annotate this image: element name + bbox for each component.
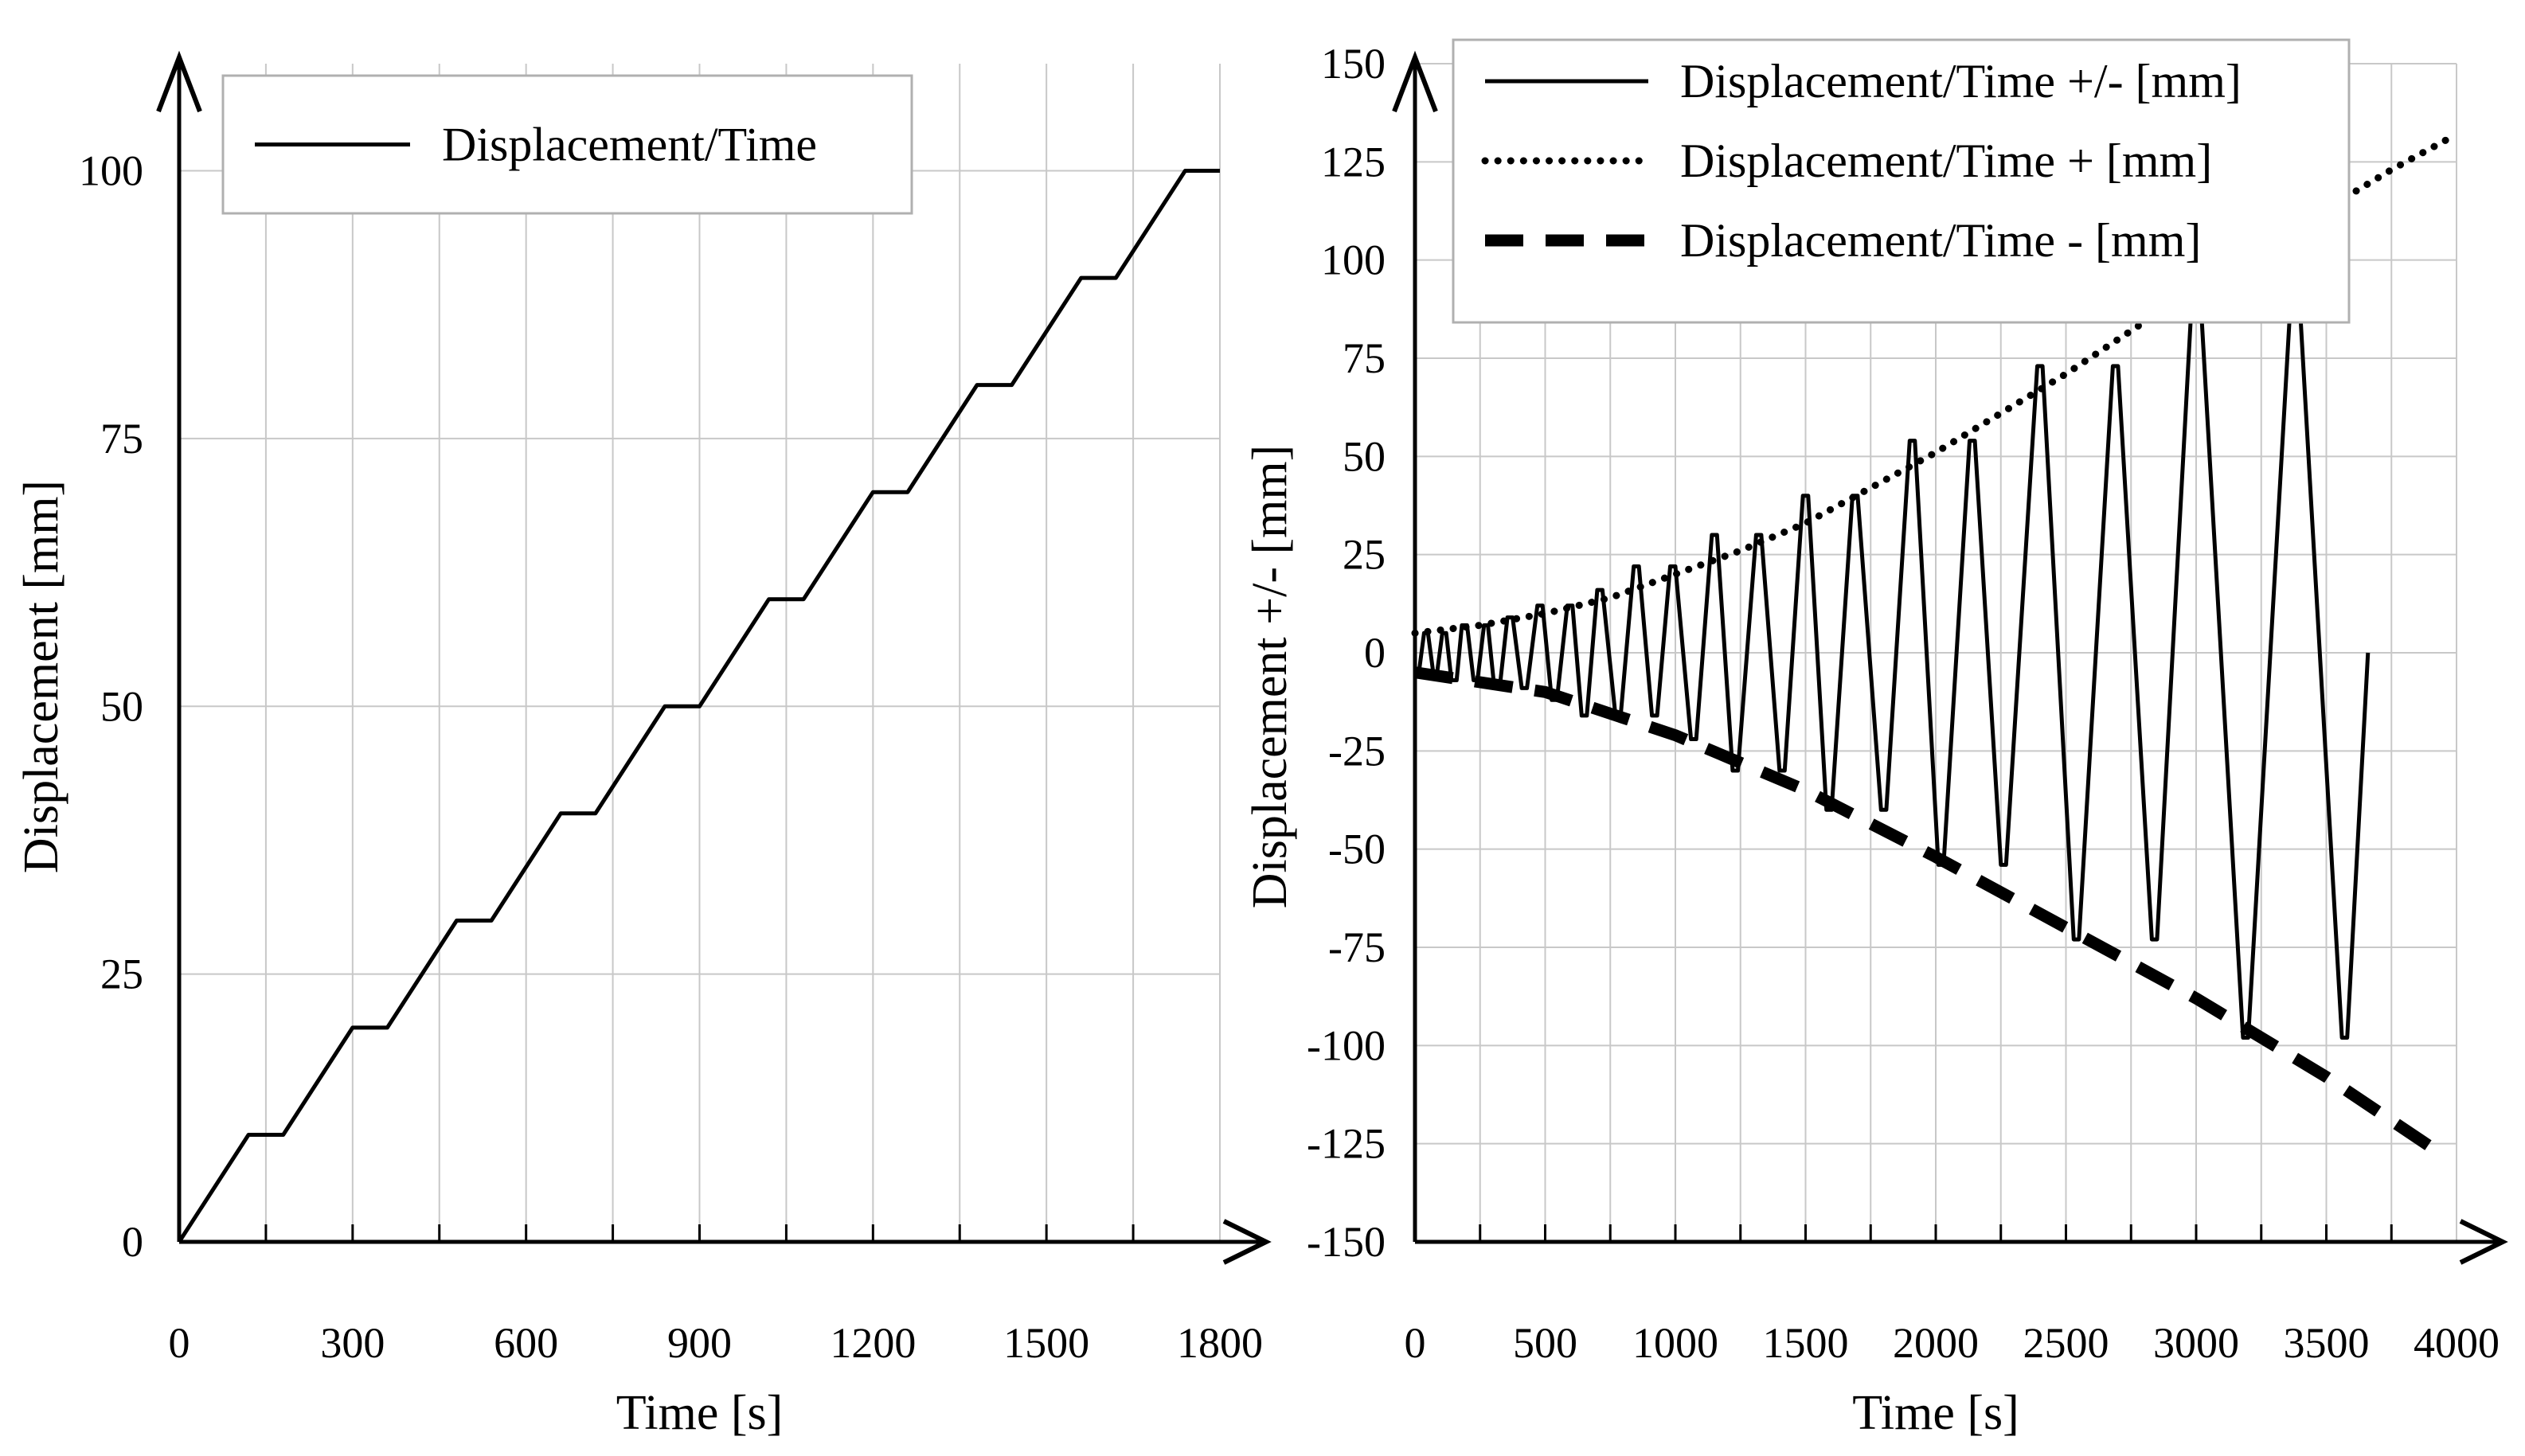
y-tick-label: 0: [1364, 629, 1386, 677]
x-tick-label: 0: [169, 1319, 190, 1367]
legend: Displacement/Time +/- [mm] Displacement/T…: [1452, 38, 2351, 324]
x-tick-label: 2500: [2023, 1319, 2109, 1367]
y-tick-label: 0: [122, 1218, 143, 1266]
x-tick-label: 1800: [1177, 1319, 1263, 1367]
x-tick-label: 1000: [1632, 1319, 1718, 1367]
x-tick-label: 500: [1513, 1319, 1577, 1367]
y-tick-label: -50: [1328, 826, 1386, 873]
legend-label: Displacement/Time + [mm]: [1680, 135, 2212, 187]
series-line-1: [1411, 131, 2461, 637]
y-tick-label: 25: [100, 950, 143, 998]
x-tick-label: 0: [1405, 1319, 1426, 1367]
grid: [178, 64, 1221, 1243]
y-tick-label: 50: [1343, 432, 1386, 480]
series-line-0: [177, 169, 1220, 1243]
legend-label: Displacement/Time: [442, 119, 817, 171]
left-plot: 0 300 600 900 1200 1500 1800 0 25 50 75 100 Time [s]…: [14, 50, 1272, 1440]
y-tick-label: 125: [1321, 138, 1386, 185]
legend-label: Displacement/Time +/- [mm]: [1680, 55, 2242, 107]
x-tick-label: 3000: [2153, 1319, 2239, 1367]
y-axis-arrow: [1392, 50, 1438, 113]
x-axis-arrow: [1222, 1219, 1272, 1265]
x-tick-label: 1500: [1763, 1319, 1849, 1367]
y-tick-label: -125: [1307, 1120, 1386, 1168]
legend: Displacement/Time: [221, 74, 913, 215]
series-line-0: [1415, 266, 2371, 1040]
x-tick-label: 900: [667, 1319, 732, 1367]
legend-label: Displacement/Time - [mm]: [1680, 214, 2201, 267]
x-tick-label: 1200: [830, 1319, 916, 1367]
y-tick-label: 75: [100, 415, 143, 463]
y-tick-label: 150: [1321, 40, 1386, 88]
y-tick-label: 75: [1343, 334, 1386, 382]
x-axis-title: Time [s]: [1852, 1386, 2019, 1440]
x-tick-label: 3500: [2284, 1319, 2370, 1367]
y-axis-arrow: [156, 50, 202, 113]
y-tick-label: 100: [79, 147, 143, 195]
x-tick-label: 4000: [2414, 1319, 2500, 1367]
x-tick-label: 600: [494, 1319, 558, 1367]
y-axis-title: Displacement +/- [mm]: [1243, 445, 1297, 908]
x-axis-arrow: [2459, 1219, 2508, 1265]
y-axis-title: Displacement [mm]: [14, 480, 68, 873]
y-tick-label: 25: [1343, 531, 1386, 579]
right-plot: 0 500 1000 1500 2000 2500 3000 3500 4000-150-125…: [1243, 38, 2508, 1440]
y-tick-label: 50: [100, 682, 143, 730]
y-tick-label: -25: [1328, 727, 1386, 775]
series-line-2: [1413, 666, 2447, 1161]
y-tick-label: -150: [1307, 1218, 1386, 1266]
x-tick-label: 2000: [1893, 1319, 1979, 1367]
y-tick-label: -100: [1307, 1021, 1386, 1069]
x-tick-label: 300: [320, 1319, 385, 1367]
legend-box: [1452, 38, 2351, 324]
x-axis-title: Time [s]: [616, 1386, 784, 1440]
y-tick-label: 100: [1321, 236, 1386, 284]
y-tick-label: -75: [1328, 923, 1386, 971]
x-tick-label: 1500: [1003, 1319, 1089, 1367]
